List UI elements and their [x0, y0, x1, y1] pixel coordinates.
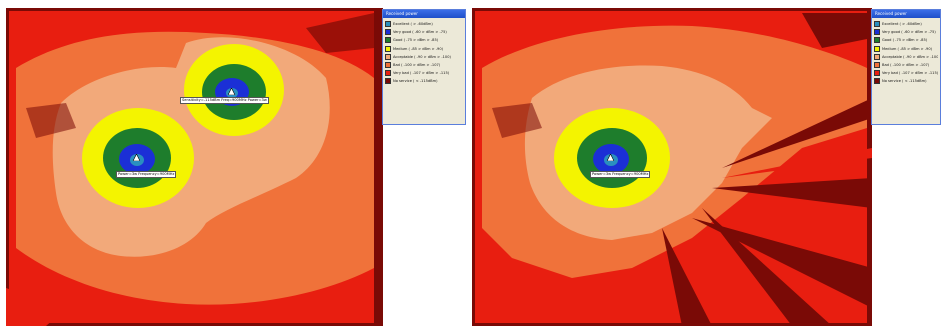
legend-item-bad: Bad ( -100 > dBm > -107) [874, 61, 938, 69]
legend-item-good: Good ( -75 > dBm > -85) [385, 36, 463, 44]
legend-item-very-bad: Very bad ( -107 > dBm > -115) [385, 69, 463, 77]
legend-item-bad: Bad ( -100 > dBm > -107) [385, 61, 463, 69]
legend-item-acceptable: Acceptable ( -90 > dBm > -100) [385, 53, 463, 61]
coverage-map-right-canvas [472, 8, 872, 326]
legend-panel-left[interactable]: Received power Excellent ( > -60dBm) Ver… [382, 9, 466, 125]
legend-item-excellent: Excellent ( > -60dBm) [385, 20, 463, 28]
legend-title: Received power [872, 10, 940, 18]
legend-item-good: Good ( -75 > dBm > -85) [874, 36, 938, 44]
legend-panel-right[interactable]: Received power Excellent ( > -60dBm) Ver… [871, 9, 941, 125]
antenna-icon[interactable] [607, 154, 614, 161]
legend-title: Received power [383, 10, 465, 18]
transmitter-label-lower: Power=3w Frequency=900MHz [116, 171, 177, 178]
coverage-map-left-canvas [6, 8, 383, 326]
antenna-icon[interactable] [228, 88, 235, 95]
legend-item-medium: Medium ( -85 > dBm > -90) [874, 45, 938, 53]
coverage-map-left[interactable]: Power=3w Frequency=900MHz Sensitivity=-1… [6, 8, 383, 326]
coverage-map-right[interactable]: Power=3w Frequency=900MHz [472, 8, 872, 326]
legend-item-no-service: No service ( < -115dBm) [385, 77, 463, 85]
legend-item-no-service: No service ( < -115dBm) [874, 77, 938, 85]
legend-item-very-good: Very good ( -60 > dBm > -75) [385, 28, 463, 36]
legend-item-medium: Medium ( -85 > dBm > -90) [385, 45, 463, 53]
transmitter-label: Power=3w Frequency=900MHz [590, 171, 651, 178]
legend-item-acceptable: Acceptable ( -90 > dBm > -100) [874, 53, 938, 61]
antenna-icon[interactable] [133, 154, 140, 161]
legend-item-very-good: Very good ( -60 > dBm > -75) [874, 28, 938, 36]
legend-item-very-bad: Very bad ( -107 > dBm > -115) [874, 69, 938, 77]
legend-item-excellent: Excellent ( > -60dBm) [874, 20, 938, 28]
ray-shadows [662, 13, 872, 326]
transmitter-label-upper: Sensitivity=-115dBm Freq=900MHz Power=3w [180, 97, 269, 104]
